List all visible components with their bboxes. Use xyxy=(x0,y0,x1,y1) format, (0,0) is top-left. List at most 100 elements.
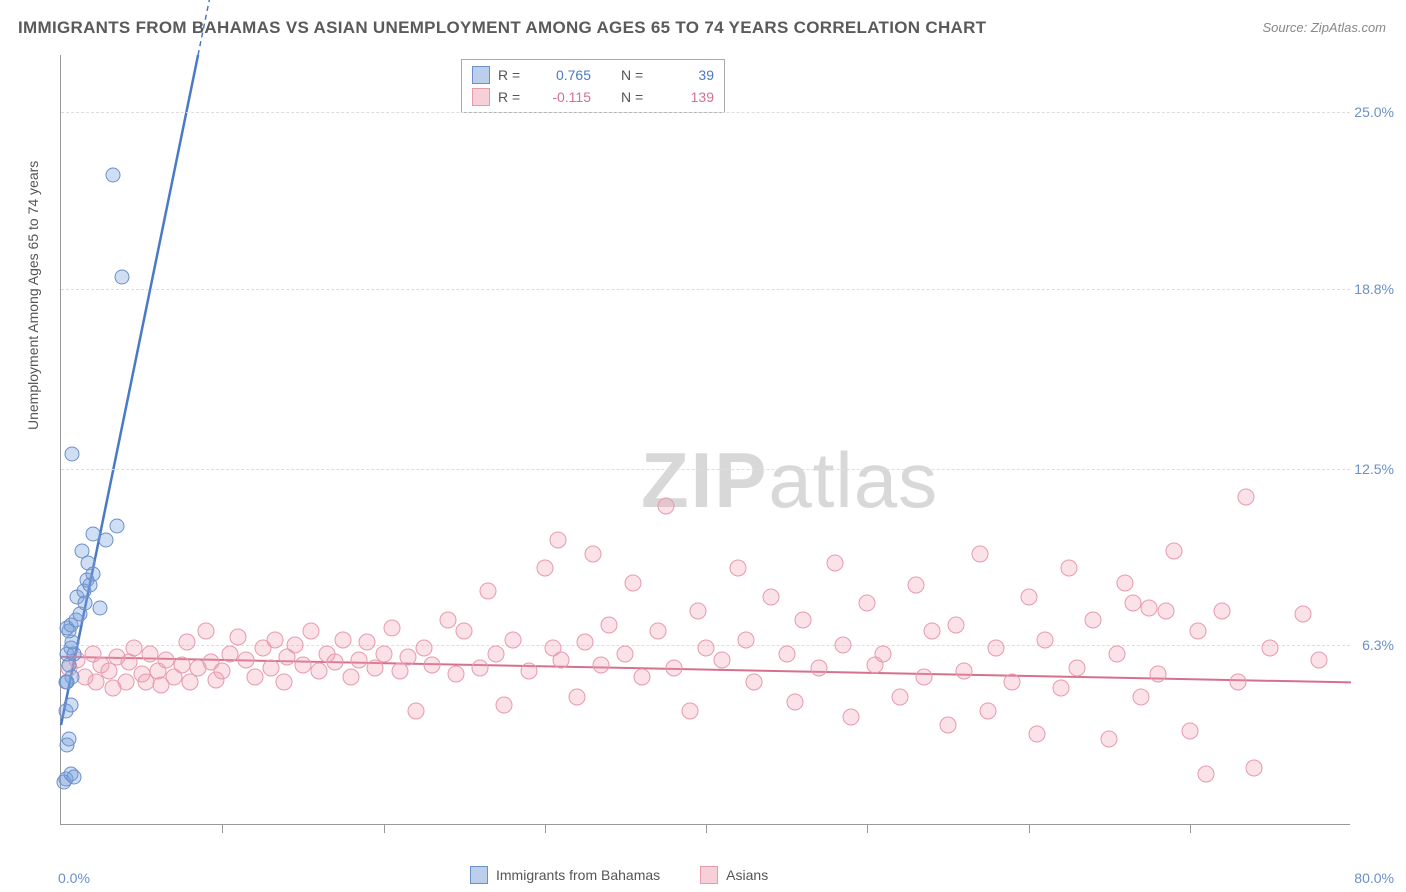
gridline xyxy=(61,469,1350,470)
data-point xyxy=(1246,759,1263,776)
data-point xyxy=(472,660,489,677)
x-tick xyxy=(1029,825,1030,833)
data-point xyxy=(448,665,465,682)
data-point xyxy=(1117,574,1134,591)
data-point xyxy=(1197,765,1214,782)
data-point xyxy=(178,634,195,651)
watermark: ZIPatlas xyxy=(641,435,938,526)
data-point xyxy=(843,708,860,725)
data-point xyxy=(1214,603,1231,620)
bottom-legend: Immigrants from Bahamas Asians xyxy=(470,866,768,884)
data-point xyxy=(585,546,602,563)
data-point xyxy=(859,594,876,611)
source-label: Source: ZipAtlas.com xyxy=(1262,20,1386,35)
data-point xyxy=(569,688,586,705)
legend-label-blue: Immigrants from Bahamas xyxy=(496,867,660,883)
x-tick xyxy=(867,825,868,833)
data-point xyxy=(1294,605,1311,622)
data-point xyxy=(1310,651,1327,668)
data-point xyxy=(423,657,440,674)
data-point xyxy=(947,617,964,634)
swatch-pink xyxy=(700,866,718,884)
data-point xyxy=(1133,688,1150,705)
data-point xyxy=(1004,674,1021,691)
watermark-atlas: atlas xyxy=(768,436,938,524)
data-point xyxy=(1060,560,1077,577)
data-point xyxy=(577,634,594,651)
legend-item-pink: Asians xyxy=(700,866,768,884)
data-point xyxy=(99,532,114,547)
data-point xyxy=(496,697,513,714)
data-point xyxy=(625,574,642,591)
stats-legend: R = 0.765 N = 39 R = -0.115 N = 139 xyxy=(461,59,725,113)
data-point xyxy=(1036,631,1053,648)
data-point xyxy=(956,663,973,680)
data-point xyxy=(504,631,521,648)
gridline xyxy=(61,112,1350,113)
data-point xyxy=(286,637,303,654)
data-point xyxy=(63,698,78,713)
data-point xyxy=(1020,588,1037,605)
data-point xyxy=(440,611,457,628)
r-value-blue: 0.765 xyxy=(536,64,591,86)
swatch-blue xyxy=(472,66,490,84)
data-point xyxy=(657,497,674,514)
data-point xyxy=(827,554,844,571)
data-point xyxy=(778,645,795,662)
data-point xyxy=(1101,731,1118,748)
stats-row-pink: R = -0.115 N = 139 xyxy=(472,86,714,108)
data-point xyxy=(1052,680,1069,697)
data-point xyxy=(480,583,497,600)
x-origin-label: 0.0% xyxy=(58,870,90,886)
data-point xyxy=(786,694,803,711)
data-point xyxy=(335,631,352,648)
y-tick-label: 25.0% xyxy=(1354,104,1394,120)
data-point xyxy=(1157,603,1174,620)
data-point xyxy=(689,603,706,620)
data-point xyxy=(601,617,618,634)
n-value-blue: 39 xyxy=(659,64,714,86)
data-point xyxy=(105,167,120,182)
data-point xyxy=(714,651,731,668)
x-tick xyxy=(384,825,385,833)
y-axis-label: Unemployment Among Ages 65 to 74 years xyxy=(25,161,41,430)
data-point xyxy=(665,660,682,677)
data-point xyxy=(875,645,892,662)
chart-title: IMMIGRANTS FROM BAHAMAS VS ASIAN UNEMPLO… xyxy=(18,18,986,38)
data-point xyxy=(1181,722,1198,739)
n-label: N = xyxy=(621,86,651,108)
data-point xyxy=(617,645,634,662)
r-value-pink: -0.115 xyxy=(536,86,591,108)
data-point xyxy=(214,663,231,680)
r-label: R = xyxy=(498,64,528,86)
data-point xyxy=(198,623,215,640)
legend-label-pink: Asians xyxy=(726,867,768,883)
data-point xyxy=(1262,640,1279,657)
data-point xyxy=(835,637,852,654)
data-point xyxy=(78,595,93,610)
data-point xyxy=(1189,623,1206,640)
data-point xyxy=(923,623,940,640)
data-point xyxy=(939,717,956,734)
n-label: N = xyxy=(621,64,651,86)
data-point xyxy=(222,645,239,662)
data-point xyxy=(972,546,989,563)
data-point xyxy=(738,631,755,648)
trend-lines xyxy=(61,55,1350,824)
data-point xyxy=(58,675,73,690)
data-point xyxy=(1238,489,1255,506)
data-point xyxy=(92,601,107,616)
data-point xyxy=(238,651,255,668)
data-point xyxy=(86,567,101,582)
data-point xyxy=(1125,594,1142,611)
data-point xyxy=(1141,600,1158,617)
data-point xyxy=(173,657,190,674)
data-point xyxy=(456,623,473,640)
data-point xyxy=(157,651,174,668)
data-point xyxy=(275,674,292,691)
data-point xyxy=(415,640,432,657)
data-point xyxy=(730,560,747,577)
stats-row-blue: R = 0.765 N = 39 xyxy=(472,64,714,86)
y-tick-label: 18.8% xyxy=(1354,281,1394,297)
data-point xyxy=(65,447,80,462)
